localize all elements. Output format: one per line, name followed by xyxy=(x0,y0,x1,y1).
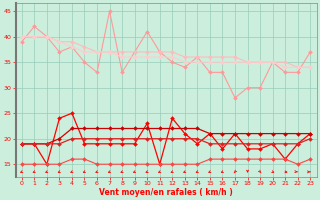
X-axis label: Vent moyen/en rafales ( km/h ): Vent moyen/en rafales ( km/h ) xyxy=(99,188,233,197)
